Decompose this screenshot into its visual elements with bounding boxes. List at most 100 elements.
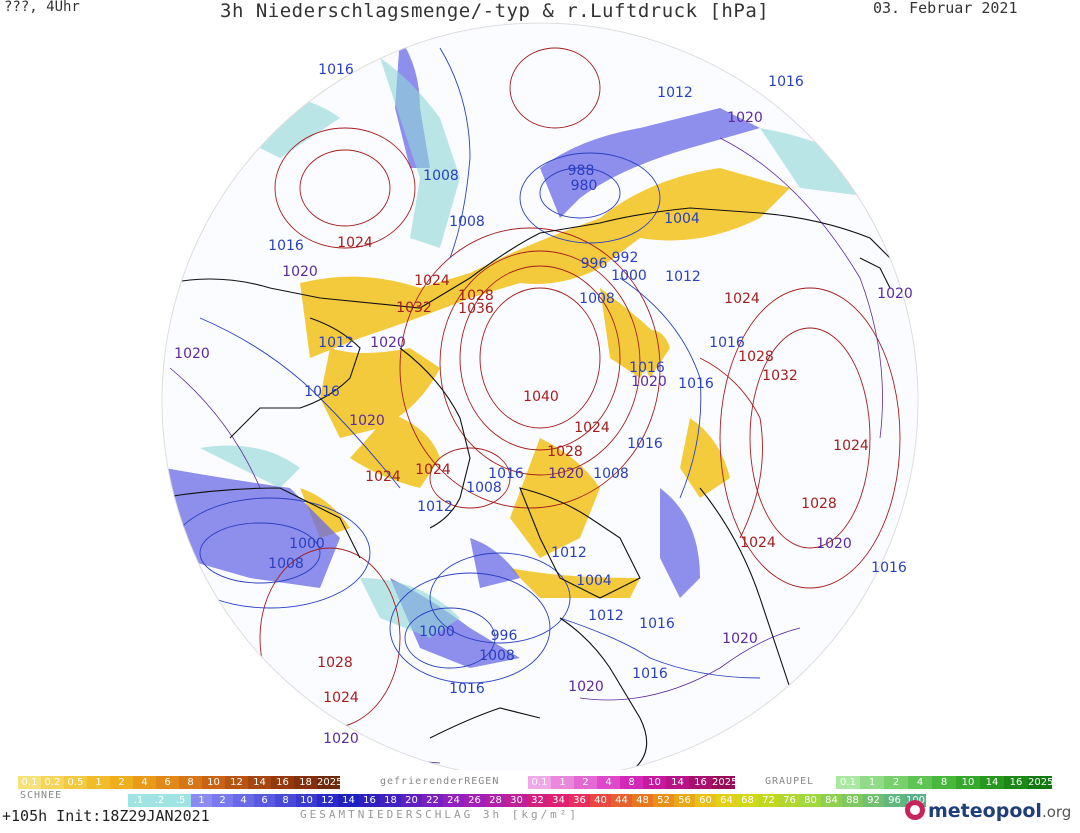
brand-logo[interactable]: meteopool.org [905, 800, 1071, 822]
legend-swatch: 10 [643, 776, 666, 789]
low-pressure-isobars [169, 47, 761, 684]
isobar-label: 1024 [415, 462, 451, 478]
legend-swatch: 1 [87, 776, 110, 789]
isobar-label: 1012 [318, 335, 354, 351]
legend-swatch: 34 [548, 794, 569, 807]
legend-swatch: 12 [317, 794, 338, 807]
legend-swatch: 48 [632, 794, 653, 807]
legend-swatch: .2 [149, 794, 170, 807]
legend-swatch: 8 [620, 776, 643, 789]
legend-swatch: 12 [225, 776, 248, 789]
total-precip-scale: .1.2.5 1 2 4 6 8 10 12 14 16 18 20 22 24 26 28 30 32 34 36 4… [128, 794, 926, 807]
legend-swatch: 52 [653, 794, 674, 807]
legend-swatch: 92 [863, 794, 884, 807]
legend-swatch: 20 [401, 794, 422, 807]
model-run-label: ???, 4Uhr [4, 0, 80, 15]
legend-swatch: 2 [212, 794, 233, 807]
isobar-label: 1016 [318, 62, 354, 78]
legend-swatch: 8 [275, 794, 296, 807]
isobar-label: 1028 [317, 655, 353, 671]
coastlines [162, 207, 901, 770]
graupel-label: GRAUPEL [765, 776, 815, 787]
isobar-label: 1016 [709, 335, 745, 351]
legend-swatch: 1 [860, 776, 884, 789]
legend-swatch: 10 [202, 776, 225, 789]
isobar-label: 1016 [627, 436, 663, 452]
legend-swatch: 68 [737, 794, 758, 807]
isobar-label: 1020 [174, 346, 210, 362]
isobar-label: 1008 [593, 466, 629, 482]
legend-swatch: 88 [842, 794, 863, 807]
legend-swatch: 4 [597, 776, 620, 789]
map-disc [162, 23, 918, 770]
meteopool-logo-icon [905, 800, 925, 820]
isobar-label: 1024 [574, 420, 610, 436]
isobar-label: 1020 [816, 536, 852, 552]
isobar-label: 1028 [801, 496, 837, 512]
rain-areas [300, 168, 790, 598]
isobar-label: 1008 [268, 556, 304, 572]
isobar-label: 996 [581, 256, 608, 272]
freezing-rain-scale: 0.1 1 2 4 8 10 14 16 2025+ [528, 776, 746, 789]
legend-swatch: 18 [380, 794, 401, 807]
legend-swatch: 0.2 [41, 776, 64, 789]
isobar-label: 1020 [727, 110, 763, 126]
isobar-label: 1008 [579, 291, 615, 307]
legend-swatch: 16 [271, 776, 294, 789]
isobar-label: 1016 [639, 616, 675, 632]
legend-swatch: 2025+ [712, 776, 746, 789]
legend-swatch: 96 [884, 794, 905, 807]
isobar-label: 1028 [458, 288, 494, 304]
snow-scale-label: SCHNEE [20, 790, 63, 801]
legend-swatch: 0.1 [836, 776, 860, 789]
legend-swatch: 28 [485, 794, 506, 807]
legend-swatch: 4 [908, 776, 932, 789]
legend-swatch: 0.1 [18, 776, 41, 789]
legend-swatch: 4 [233, 794, 254, 807]
legend-swatch: 22 [422, 794, 443, 807]
forecast-date: 03. Februar 2021 [873, 0, 1018, 17]
freezing-rain-label: gefrierenderREGEN [380, 776, 500, 787]
isobar-label: 1020 [568, 679, 604, 695]
isobar-label: 1000 [289, 536, 325, 552]
high-pressure-isobars [259, 47, 901, 729]
legend-swatch: 30 [506, 794, 527, 807]
legend-swatch: 72 [758, 794, 779, 807]
legend-swatch: 1 [191, 794, 212, 807]
legend-swatch: 56 [674, 794, 695, 807]
isobar-label: 1004 [576, 573, 612, 589]
isobar-label: 1008 [479, 648, 515, 664]
isobar-label: 1012 [417, 499, 453, 515]
legend-swatch: 8 [179, 776, 202, 789]
legend-swatch: 0.1 [528, 776, 551, 789]
legend-swatch: 14 [980, 776, 1004, 789]
legend-swatch: 80 [800, 794, 821, 807]
legend-swatch: 2 [574, 776, 597, 789]
isobar-label: 1020 [323, 731, 359, 747]
legend-swatch: 26 [464, 794, 485, 807]
legend-swatch: 2025+ [317, 776, 351, 789]
legend-swatch: 18 [294, 776, 317, 789]
isobar-label: 1012 [657, 85, 693, 101]
isobar-label: 1000 [611, 268, 647, 284]
legend-swatch: 8 [932, 776, 956, 789]
legend-swatch: 10 [296, 794, 317, 807]
isobar-label: 1016 [488, 466, 524, 482]
isobar-label: 1000 [419, 624, 455, 640]
isobar-label: 988 [568, 163, 595, 179]
legend-swatch: 6 [156, 776, 179, 789]
isobar-label: 1020 [631, 374, 667, 390]
isobar-label: 1020 [370, 335, 406, 351]
legend: 0.1 0.2 0.5 1 2 4 6 8 10 12 14 16 18 2025+ SCHNEE gef… [0, 772, 1080, 833]
isobar-label: 1040 [523, 389, 559, 405]
legend-swatch: 40 [590, 794, 611, 807]
isobar-label: 1016 [632, 666, 668, 682]
isobar-label: 1032 [762, 368, 798, 384]
rain-scale: 0.1 0.2 0.5 1 2 4 6 8 10 12 14 16 18 2025+ [18, 776, 351, 789]
isobar-label: 1012 [665, 269, 701, 285]
map-title: 3h Niederschlagsmenge/-typ & r.Luftdruck… [220, 0, 770, 22]
isobar-label: 1020 [349, 413, 385, 429]
legend-swatch: 16 [689, 776, 712, 789]
legend-swatch: 24 [443, 794, 464, 807]
